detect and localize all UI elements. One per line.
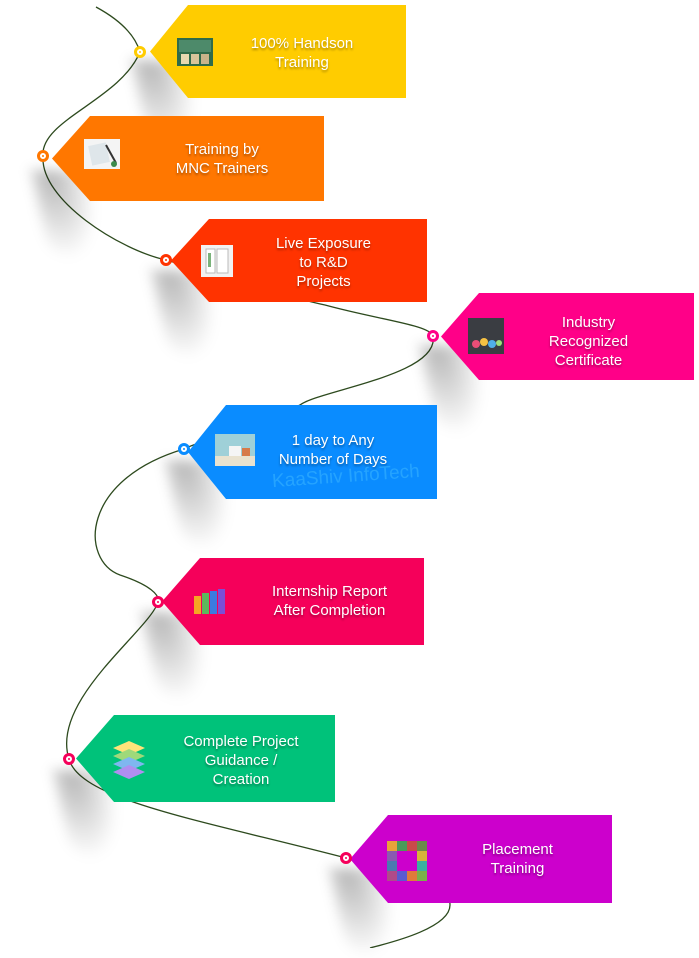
notebook-pen-icon (84, 139, 120, 169)
step-label: 1 day to Any Number of Days (278, 432, 388, 468)
step-label: Placement Training (482, 841, 553, 877)
timeline-node (134, 46, 146, 58)
graduates-photo-icon (468, 318, 504, 354)
timeline-node (37, 150, 49, 162)
step-label: Live Exposure to R&D Projects (275, 235, 372, 290)
step-label: 100% Handson Training (250, 35, 354, 71)
timeline-node (178, 443, 190, 455)
report-bars-icon (194, 589, 225, 614)
desk-books-icon (215, 434, 255, 466)
timeline-node (340, 852, 352, 864)
step-card-handson: 100% Handson Training (150, 5, 406, 98)
timeline-node (427, 330, 439, 342)
layers-stack-icon (113, 741, 145, 779)
step-label: Complete Project Guidance / Creation (183, 733, 299, 788)
step-card-project-guidance: Complete Project Guidance / Creation (76, 715, 335, 802)
timeline-node (152, 596, 164, 608)
step-label: Training by MNC Trainers (175, 141, 269, 177)
step-card-placement: Placement Training (350, 815, 612, 903)
step-card-duration: 1 day to Any Number of Days (188, 405, 437, 499)
step-label: Industry Recognized Certificate (548, 314, 629, 369)
step-card-certificate: Industry Recognized Certificate (441, 293, 694, 380)
lab-folder-icon (201, 245, 233, 277)
step-card-mnc-trainers: Training by MNC Trainers (52, 116, 324, 201)
classroom-photo-icon (177, 38, 213, 66)
puzzle-frame-icon (387, 841, 427, 881)
timeline-node (63, 753, 75, 765)
step-label: Internship Report After Completion (271, 583, 388, 619)
step-card-rd-projects: Live Exposure to R&D Projects (171, 219, 427, 302)
step-card-report: Internship Report After Completion (162, 558, 424, 645)
timeline-node (160, 254, 172, 266)
